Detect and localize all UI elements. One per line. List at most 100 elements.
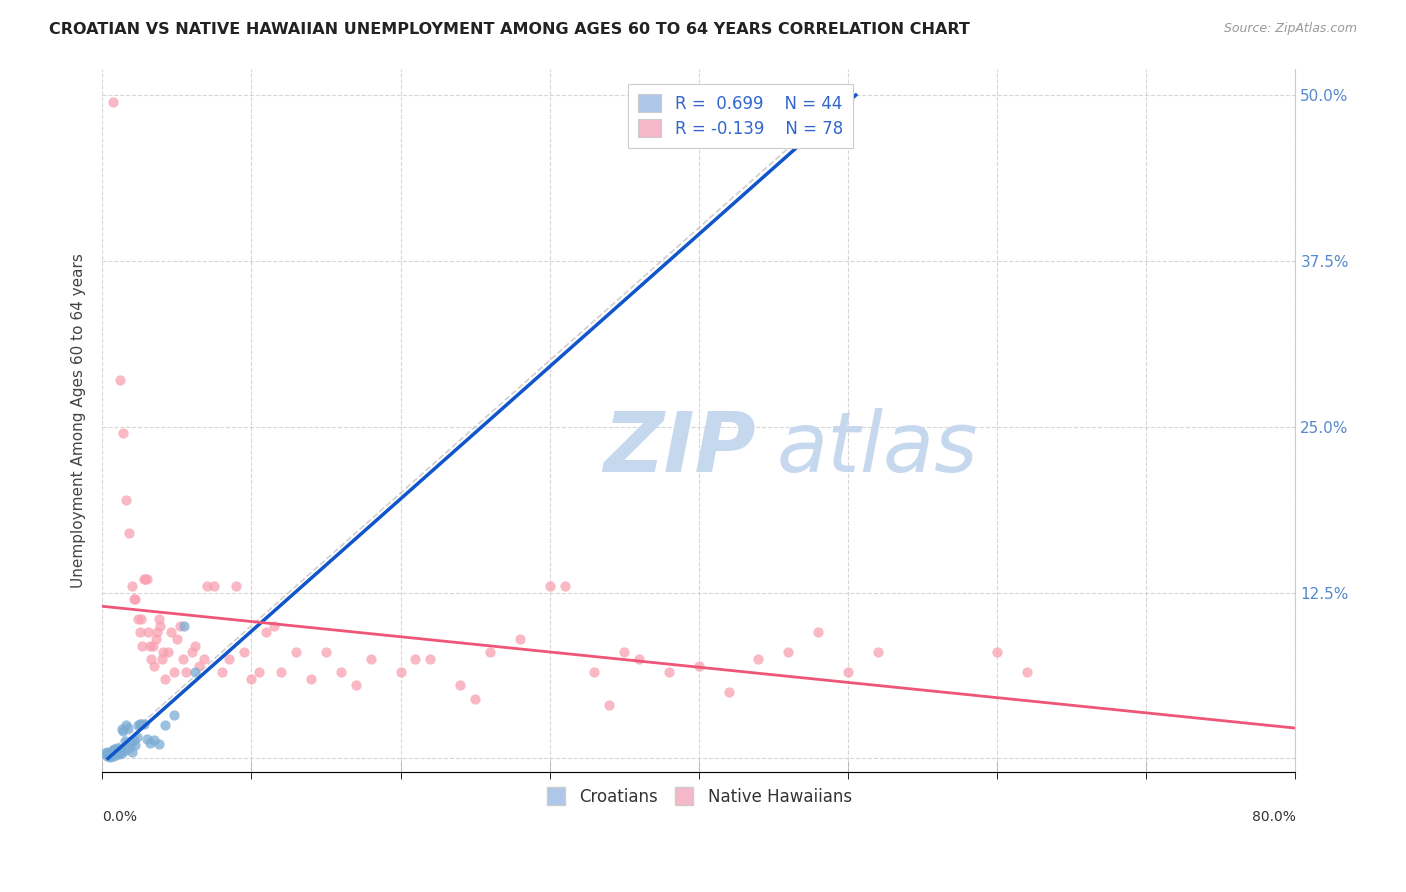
Point — [134, 572, 156, 586]
Point — [150, 652, 173, 666]
Point — [247, 665, 270, 680]
Point — [143, 658, 166, 673]
Point — [263, 619, 285, 633]
Point — [153, 718, 176, 732]
Point — [613, 645, 636, 659]
Point — [96, 745, 118, 759]
Point — [149, 619, 172, 633]
Point — [101, 743, 124, 757]
Point — [141, 652, 163, 666]
Point — [122, 732, 145, 747]
Point — [103, 742, 125, 756]
Point — [479, 645, 502, 659]
Point — [554, 579, 576, 593]
Text: ZIP: ZIP — [603, 408, 756, 489]
Point — [114, 734, 136, 748]
Point — [169, 619, 191, 633]
Point — [110, 723, 132, 737]
Point — [173, 619, 195, 633]
Point — [180, 645, 202, 659]
Point — [159, 625, 181, 640]
Point — [115, 492, 138, 507]
Point — [136, 731, 159, 746]
Point — [101, 95, 124, 109]
Point — [132, 717, 155, 731]
Text: Source: ZipAtlas.com: Source: ZipAtlas.com — [1223, 22, 1357, 36]
Point — [108, 742, 131, 756]
Point — [183, 665, 205, 680]
Text: 0.0%: 0.0% — [103, 810, 138, 824]
Point — [129, 612, 152, 626]
Point — [142, 639, 165, 653]
Point — [449, 678, 471, 692]
Point — [128, 717, 150, 731]
Point — [104, 747, 127, 762]
Point — [124, 738, 146, 752]
Point — [509, 632, 531, 646]
Point — [315, 645, 337, 659]
Point — [174, 665, 197, 680]
Point — [344, 678, 367, 692]
Point — [121, 579, 143, 593]
Point — [717, 685, 740, 699]
Point — [628, 652, 651, 666]
Point — [143, 732, 166, 747]
Point — [195, 579, 218, 593]
Point — [747, 652, 769, 666]
Point — [202, 579, 225, 593]
Point — [986, 645, 1008, 659]
Point — [100, 748, 122, 763]
Point — [114, 743, 136, 757]
Point — [121, 745, 143, 759]
Point — [108, 745, 131, 759]
Point — [128, 625, 150, 640]
Point — [118, 740, 141, 755]
Text: 80.0%: 80.0% — [1251, 810, 1295, 824]
Point — [807, 625, 830, 640]
Point — [98, 746, 121, 760]
Text: CROATIAN VS NATIVE HAWAIIAN UNEMPLOYMENT AMONG AGES 60 TO 64 YEARS CORRELATION C: CROATIAN VS NATIVE HAWAIIAN UNEMPLOYMENT… — [49, 22, 970, 37]
Point — [183, 639, 205, 653]
Point — [254, 625, 277, 640]
Point — [122, 592, 145, 607]
Point — [172, 652, 194, 666]
Point — [120, 735, 142, 749]
Point — [583, 665, 606, 680]
Point — [112, 426, 135, 441]
Point — [225, 579, 247, 593]
Point — [837, 665, 859, 680]
Point — [105, 746, 128, 760]
Point — [688, 658, 710, 673]
Point — [153, 672, 176, 686]
Point — [218, 652, 240, 666]
Point — [110, 746, 132, 760]
Point — [127, 612, 149, 626]
Point — [136, 572, 159, 586]
Point — [115, 718, 138, 732]
Point — [188, 658, 211, 673]
Point — [658, 665, 681, 680]
Point — [131, 639, 153, 653]
Point — [598, 698, 620, 713]
Point — [138, 625, 160, 640]
Point — [104, 745, 127, 759]
Point — [163, 707, 186, 722]
Point — [129, 717, 152, 731]
Point — [1015, 665, 1038, 680]
Point — [778, 645, 800, 659]
Point — [117, 721, 139, 735]
Point — [404, 652, 426, 666]
Point — [240, 672, 263, 686]
Point — [464, 691, 486, 706]
Point — [148, 612, 170, 626]
Point — [211, 665, 233, 680]
Point — [148, 737, 170, 751]
Point — [94, 746, 117, 760]
Point — [163, 665, 186, 680]
Y-axis label: Unemployment Among Ages 60 to 64 years: Unemployment Among Ages 60 to 64 years — [72, 252, 86, 588]
Point — [389, 665, 412, 680]
Point — [132, 572, 155, 586]
Point — [97, 747, 120, 762]
Point — [329, 665, 352, 680]
Point — [232, 645, 254, 659]
